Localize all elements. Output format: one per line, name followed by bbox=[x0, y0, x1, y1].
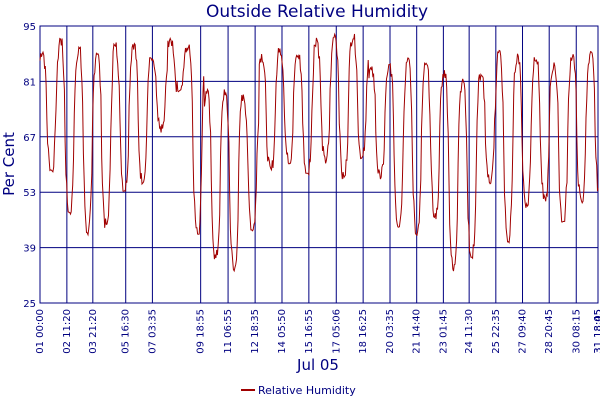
y-axis-label: Per Cent bbox=[0, 132, 18, 196]
x-tick-label: 05 16:30 bbox=[121, 309, 132, 354]
y-tick-label: 39 bbox=[23, 244, 36, 255]
legend-label: Relative Humidity bbox=[258, 384, 356, 397]
x-tick-label: 07 03:35 bbox=[147, 309, 158, 354]
x-tick-label: 12 18:35 bbox=[250, 309, 261, 354]
x-tick-label: 25 22:35 bbox=[491, 309, 502, 354]
x-tick-label: 01 00:00 bbox=[35, 309, 46, 354]
x-axis-label: Jul 05 bbox=[296, 356, 339, 374]
x-tick-label: 31 18:45 bbox=[593, 309, 600, 354]
x-tick-label: 15 16:55 bbox=[304, 309, 315, 354]
x-tick-label: 30 08:15 bbox=[571, 309, 582, 354]
x-tick-label: 17 05:06 bbox=[331, 309, 342, 354]
y-axis-ticks: 25 39 53 67 81 95 bbox=[23, 22, 36, 310]
x-tick-label: 14 05:50 bbox=[277, 309, 288, 354]
x-tick-label: 28 20:45 bbox=[544, 309, 555, 354]
x-tick-label: 02 11:20 bbox=[62, 309, 73, 354]
x-tick-label: 09 18:55 bbox=[196, 309, 207, 354]
grid-lines bbox=[39, 25, 599, 304]
plot-area bbox=[39, 25, 599, 304]
x-tick-label: 21 14:40 bbox=[412, 309, 423, 354]
x-tick-label: 31 18:05 bbox=[593, 309, 600, 354]
y-tick-label: 67 bbox=[23, 133, 36, 144]
x-tick-label: 20 03:35 bbox=[385, 309, 396, 354]
x-axis-ticks: 01 00:00 02 11:20 03 21:20 05 16:30 07 03:35… bbox=[35, 309, 600, 354]
series-line-relative-humidity bbox=[39, 32, 599, 273]
y-tick-label: 95 bbox=[23, 22, 36, 33]
chart-title: Outside Relative Humidity bbox=[206, 2, 428, 22]
x-tick-label: 27 09:40 bbox=[518, 309, 529, 354]
x-tick-label: 23 01:45 bbox=[438, 309, 449, 354]
legend: Relative Humidity bbox=[241, 384, 356, 397]
x-tick-label: 11 06:55 bbox=[223, 309, 234, 354]
y-tick-label: 25 bbox=[23, 299, 36, 310]
x-tick-label: 24 11:30 bbox=[464, 309, 475, 354]
y-tick-label: 53 bbox=[23, 188, 36, 199]
x-tick-label: 18 16:25 bbox=[358, 309, 369, 354]
x-tick-label: 03 21:20 bbox=[88, 309, 99, 354]
y-tick-label: 81 bbox=[23, 77, 36, 88]
